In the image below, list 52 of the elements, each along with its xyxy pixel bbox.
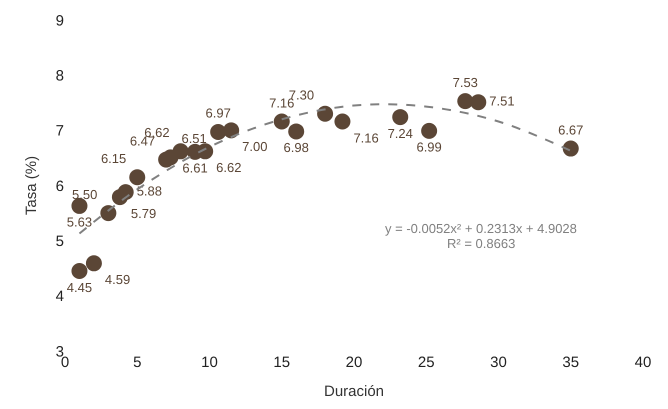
data-label: 5.63 — [66, 214, 92, 230]
data-label: 5.79 — [130, 206, 156, 221]
y-tick-label: 5 — [56, 232, 64, 250]
annotation: y = -0.0052x² + 0.2313x + 4.9028 — [385, 221, 577, 236]
x-tick-label: 5 — [133, 354, 142, 371]
data-label: 6.62 — [216, 160, 242, 176]
data-label: 7.16 — [353, 130, 379, 146]
point — [274, 114, 290, 130]
data-label: 6.51 — [181, 131, 207, 146]
point — [100, 205, 116, 222]
point — [172, 143, 189, 160]
point — [71, 263, 88, 280]
x-axis-title: Duración — [324, 383, 384, 400]
data-label: 6.98 — [284, 140, 309, 156]
data-label: 7.51 — [489, 93, 515, 108]
point — [118, 184, 134, 200]
x-tick-label: 35 — [562, 354, 580, 371]
point — [86, 255, 102, 272]
data-label: 7.53 — [452, 74, 478, 90]
x-tick-label: 20 — [346, 354, 362, 371]
y-tick-label: 8 — [56, 67, 64, 84]
point — [210, 124, 226, 140]
point — [223, 122, 240, 138]
x-tick-label: 30 — [490, 354, 507, 371]
data-label: 6.61 — [182, 160, 208, 176]
point — [562, 140, 579, 157]
x-tick-label: 10 — [201, 354, 218, 371]
y-axis-title: Tasa (%) — [22, 156, 40, 216]
annotation: R² = 0.8663 — [447, 236, 516, 251]
x-tick-label: 15 — [273, 354, 290, 371]
point — [317, 106, 334, 122]
data-label: 4.59 — [104, 272, 130, 288]
point — [392, 109, 408, 126]
data-label: 5.50 — [72, 186, 98, 202]
data-label: 6.67 — [558, 122, 584, 138]
point — [334, 114, 350, 130]
y-tick-label: 6 — [56, 178, 64, 195]
data-label: 7.00 — [242, 139, 268, 154]
data-label: 4.45 — [66, 280, 92, 295]
data-label: 6.99 — [416, 140, 442, 155]
x-tick-label: 40 — [634, 354, 652, 371]
y-tick-label: 7 — [56, 122, 64, 140]
point — [129, 169, 146, 186]
data-label: 7.24 — [388, 126, 413, 141]
point — [470, 94, 486, 110]
y-tick-label: 4 — [56, 288, 64, 306]
x-tick-label: 25 — [418, 354, 435, 371]
data-label: 6.15 — [100, 150, 126, 166]
point — [288, 123, 304, 140]
y-tick-label: 9 — [56, 12, 64, 30]
point — [421, 122, 438, 139]
data-label: 6.97 — [206, 106, 231, 121]
